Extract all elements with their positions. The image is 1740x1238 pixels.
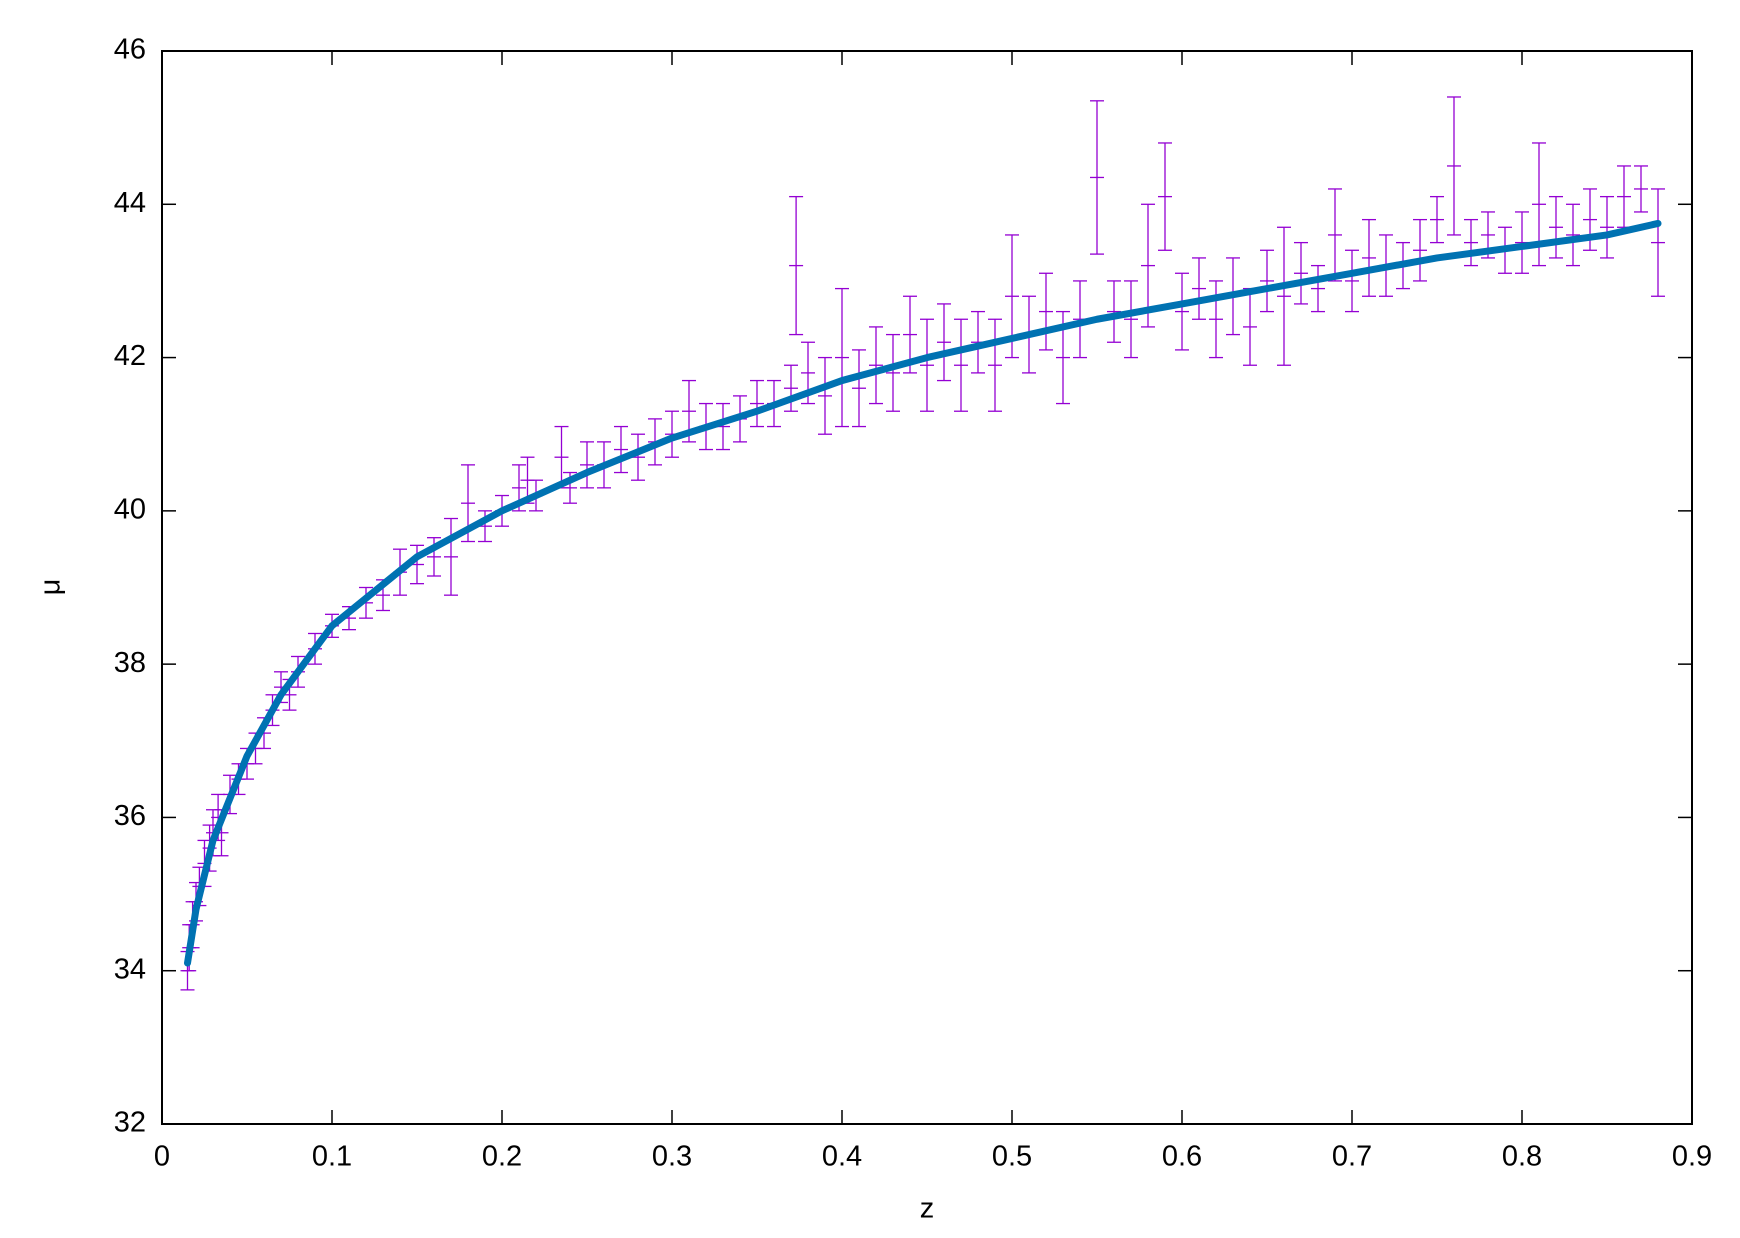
- x-tick-label: 0.6: [1162, 1141, 1202, 1173]
- x-tick-label: 0.9: [1672, 1141, 1712, 1173]
- y-tick-label: 40: [114, 494, 146, 526]
- x-tick-label: 0.5: [992, 1141, 1032, 1173]
- y-tick-label: 46: [114, 34, 146, 66]
- x-tick-label: 0.2: [482, 1141, 522, 1173]
- x-tick-label: 0.1: [312, 1141, 352, 1173]
- x-tick-label: 0.3: [652, 1141, 692, 1173]
- x-tick-label: 0: [154, 1141, 170, 1173]
- y-tick-label: 34: [114, 953, 146, 985]
- x-tick-label: 0.4: [822, 1141, 862, 1173]
- x-tick-label: 0.7: [1332, 1141, 1372, 1173]
- y-tick-label: 38: [114, 647, 146, 679]
- x-axis-label: z: [920, 1193, 935, 1225]
- fit-line: [184, 219, 1662, 967]
- y-tick-label: 36: [114, 800, 146, 832]
- y-tick-label: 42: [114, 340, 146, 372]
- y-axis-label: μ: [35, 579, 67, 596]
- y-tick-label: 44: [114, 187, 146, 219]
- plot-frame: [161, 50, 1693, 1125]
- x-tick-label: 0.8: [1502, 1141, 1542, 1173]
- y-tick-label: 32: [114, 1107, 146, 1139]
